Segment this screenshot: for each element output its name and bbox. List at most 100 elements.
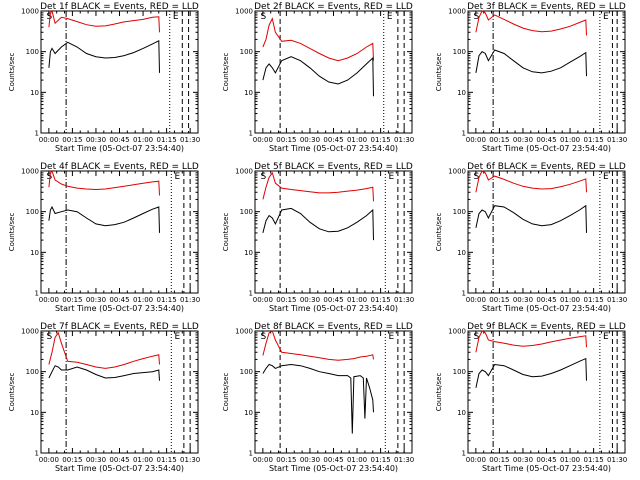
y-axis-label: Counts/sec <box>435 213 443 252</box>
y-tick-label: 10 <box>457 249 466 257</box>
x-tick-label: 01:30 <box>607 296 627 304</box>
plot-frame <box>40 10 199 134</box>
chart-panel: Det 3f BLACK = Events, RED = LLD 1 10 100 10… <box>435 2 627 153</box>
x-tick-label: 00:15 <box>62 456 82 464</box>
y-axis-label: Counts/sec <box>435 53 443 92</box>
end-marker: E <box>603 332 609 342</box>
x-tick-label: 01:00 <box>133 456 153 464</box>
chart-panel: Det 1f BLACK = Events, RED = LLD 1 10 100 10… <box>8 2 200 153</box>
x-tick-label: 00:45 <box>536 136 556 144</box>
x-tick-label: 00:00 <box>39 296 59 304</box>
lld-series-line <box>48 9 160 33</box>
x-axis-label: Start Time (05-Oct-07 23:54:40) <box>55 304 184 313</box>
y-tick-label: 1000 <box>21 328 39 336</box>
x-tick-label: 01:15 <box>371 136 391 144</box>
y-tick-label: 10 <box>30 89 39 97</box>
y-tick-label: 1 <box>249 290 253 298</box>
chart-title: Det 6f BLACK = Events, RED = LLD <box>467 162 626 172</box>
chart-title: Det 9f BLACK = Events, RED = LLD <box>467 322 626 332</box>
events-series-line <box>48 365 160 381</box>
lld-series-line <box>475 10 587 36</box>
chart-title: Det 8f BLACK = Events, RED = LLD <box>254 322 413 332</box>
lld-series-line <box>475 330 587 353</box>
x-tick-label: 00:15 <box>276 136 296 144</box>
x-tick-label: 01:00 <box>560 296 580 304</box>
chart-title: Det 3f BLACK = Events, RED = LLD <box>467 2 626 12</box>
y-tick-label: 10 <box>244 249 253 257</box>
start-marker: S <box>260 172 266 182</box>
chart-panel: Det 5f BLACK = Events, RED = LLD 1 10 100 10… <box>222 162 414 313</box>
x-axis-label: Start Time (05-Oct-07 23:54:40) <box>482 144 611 153</box>
x-tick-label: 00:45 <box>109 296 129 304</box>
y-tick-label: 1 <box>462 130 466 138</box>
x-tick-label: 00:30 <box>513 136 533 144</box>
x-tick-label: 00:00 <box>253 296 273 304</box>
x-axis-label: Start Time (05-Oct-07 23:54:40) <box>269 304 398 313</box>
lld-series-line <box>262 330 374 361</box>
y-tick-label: 1 <box>35 290 39 298</box>
y-tick-label: 1 <box>462 450 466 458</box>
x-tick-label: 01:30 <box>607 136 627 144</box>
start-marker: S <box>473 332 479 342</box>
chart-panel: Det 8f BLACK = Events, RED = LLD 1 10 100 10… <box>222 322 414 473</box>
y-tick-label: 10 <box>244 89 253 97</box>
y-tick-label: 1000 <box>448 8 466 16</box>
lld-series-line <box>48 331 160 369</box>
plot-frame <box>40 330 199 454</box>
x-axis-label: Start Time (05-Oct-07 23:54:40) <box>269 144 398 153</box>
y-tick-label: 100 <box>26 208 39 216</box>
x-tick-label: 01:30 <box>180 296 200 304</box>
start-marker: S <box>260 12 266 22</box>
chart-title: Det 4f BLACK = Events, RED = LLD <box>40 162 199 172</box>
x-tick-label: 00:45 <box>536 456 556 464</box>
x-axis-label: Start Time (05-Oct-07 23:54:40) <box>55 464 184 473</box>
x-tick-label: 00:30 <box>300 456 320 464</box>
x-tick-label: 00:30 <box>513 296 533 304</box>
x-tick-label: 01:00 <box>560 456 580 464</box>
x-tick-label: 01:30 <box>607 456 627 464</box>
events-series-line <box>475 204 587 233</box>
x-tick-label: 00:30 <box>86 136 106 144</box>
y-tick-label: 100 <box>453 48 466 56</box>
y-tick-label: 1 <box>249 130 253 138</box>
y-axis-label: Counts/sec <box>8 373 16 412</box>
x-tick-label: 01:00 <box>347 136 367 144</box>
x-tick-label: 01:15 <box>371 296 391 304</box>
x-tick-label: 01:00 <box>347 296 367 304</box>
x-tick-label: 00:30 <box>86 296 106 304</box>
end-marker: E <box>387 12 393 22</box>
y-tick-label: 100 <box>453 208 466 216</box>
chart-title: Det 7f BLACK = Events, RED = LLD <box>40 322 199 332</box>
lld-series-line <box>48 170 160 196</box>
x-tick-label: 01:15 <box>157 456 177 464</box>
y-axis-label: Counts/sec <box>222 53 230 92</box>
plot-frame <box>467 330 626 454</box>
y-tick-label: 100 <box>240 208 253 216</box>
y-tick-label: 1 <box>462 290 466 298</box>
end-marker: E <box>174 172 180 182</box>
y-tick-label: 1000 <box>235 328 253 336</box>
x-tick-label: 00:00 <box>253 136 273 144</box>
x-tick-label: 00:30 <box>513 456 533 464</box>
y-tick-label: 10 <box>457 409 466 417</box>
start-marker: S <box>473 172 479 182</box>
y-tick-label: 1000 <box>235 168 253 176</box>
x-tick-label: 00:30 <box>300 296 320 304</box>
x-tick-label: 00:15 <box>276 456 296 464</box>
x-tick-label: 01:15 <box>584 456 604 464</box>
x-tick-label: 00:45 <box>323 296 343 304</box>
lld-series-line <box>262 17 374 62</box>
y-tick-label: 1 <box>35 130 39 138</box>
y-axis-label: Counts/sec <box>222 213 230 252</box>
y-tick-label: 10 <box>457 89 466 97</box>
lld-series-line <box>475 170 587 193</box>
chart-panel: Det 4f BLACK = Events, RED = LLD 1 10 100 10… <box>8 162 200 313</box>
x-tick-label: 00:15 <box>62 136 82 144</box>
x-tick-label: 00:15 <box>62 296 82 304</box>
y-tick-label: 10 <box>30 249 39 257</box>
y-tick-label: 100 <box>240 48 253 56</box>
x-tick-label: 00:15 <box>276 296 296 304</box>
y-tick-label: 1000 <box>448 328 466 336</box>
x-tick-label: 00:00 <box>466 456 486 464</box>
events-series-line <box>262 207 374 241</box>
